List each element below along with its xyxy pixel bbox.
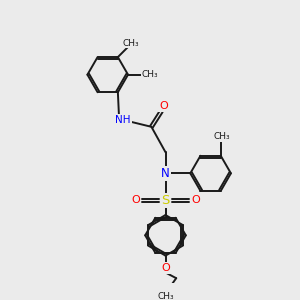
Text: NH: NH [116,115,131,125]
Text: O: O [161,263,170,273]
Text: O: O [131,195,140,205]
Text: CH₃: CH₃ [158,292,174,300]
Text: CH₃: CH₃ [214,132,230,141]
Text: O: O [159,101,168,111]
Text: CH₃: CH₃ [122,38,139,47]
Text: N: N [161,167,170,180]
Text: S: S [161,194,170,207]
Text: O: O [191,195,200,205]
Text: CH₃: CH₃ [142,70,158,79]
